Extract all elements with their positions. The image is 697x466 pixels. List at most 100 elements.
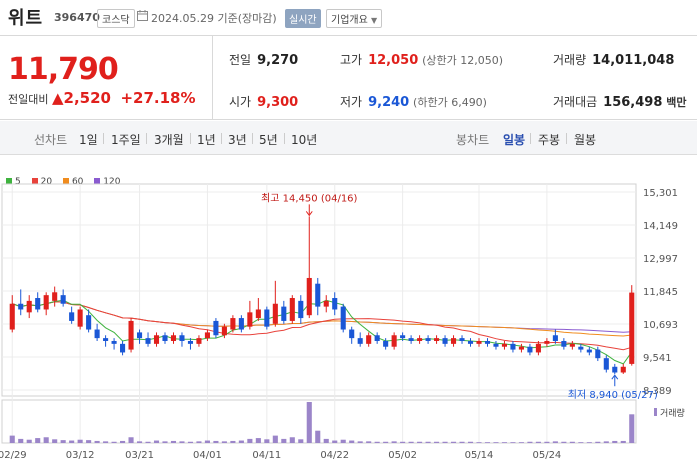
candle-body [501,343,508,347]
volume-bar [94,440,100,443]
y-tick-label: 10,693 [643,320,678,331]
stock-name: 위트 [8,8,44,29]
legend-ma5: 5 [6,177,21,187]
candle-body [374,335,380,341]
tab-1w[interactable]: 1주일 [111,133,141,147]
candle-body [366,335,372,344]
volume-bar [69,440,75,443]
high-price: 고가 12,050 (상한가 12,050) [340,53,504,68]
x-tick-label: 03/21 [125,450,154,461]
period-toolbar: 선차트 1일 1주일 3개월 1년 3년 5년 10년 봉차트 일봉 주봉 월봉 [0,121,697,155]
volume-bar [103,441,109,443]
tab-1y[interactable]: 1년 [197,133,216,147]
y-tick-label: 15,301 [643,188,678,199]
volume-bar [247,438,253,443]
candle-body [306,277,312,316]
max-arrow-head [305,211,313,217]
separator [530,133,531,144]
volume-bar [255,438,261,443]
x-tick-label: 05/24 [532,450,561,461]
volume-bar [213,440,219,443]
tab-10y[interactable]: 10년 [291,133,318,147]
tab-5y[interactable]: 5년 [259,133,278,147]
candle-body [187,340,194,344]
volume-bar [442,441,448,443]
volume-bar [170,440,177,443]
volume-bar [52,439,58,443]
candle-body [69,312,75,321]
candle-body [569,343,575,347]
change-label: 전일대비 [8,93,49,106]
volume-bar [374,441,380,443]
tab-monthly[interactable]: 월봉 [574,133,597,147]
volume-bar [60,440,66,443]
change-value: 2,520 [63,89,111,107]
volume-bar [612,440,618,443]
candle-body [26,300,32,313]
separator [566,133,567,144]
divider [212,36,213,120]
legend-ma20: 20 [31,177,52,187]
volume-bar [264,439,270,443]
candle-body [612,366,618,373]
candle-body [535,343,541,353]
volume-bar [450,441,457,443]
volume-bar [417,441,423,443]
candle-body [238,318,244,330]
volume-bar [77,439,83,443]
separator [284,133,285,144]
candle-body [332,298,338,310]
candle-body [136,332,143,339]
candle-body [340,306,346,330]
volume-bar [578,442,584,443]
candle-body [467,340,474,344]
candle-body [272,303,278,324]
volume-bar [467,441,474,443]
candle-body [145,338,151,344]
candle-body [247,312,253,327]
candle-body [620,366,626,373]
candle-body [459,338,465,341]
candle-body [510,343,516,350]
candle-body [281,306,287,321]
candle-body [595,349,601,359]
volume-bar [383,441,389,443]
corp-overview-dropdown[interactable]: 기업개요 ▼ [326,9,383,28]
x-tick-label: 04/11 [252,450,281,461]
volume-bar [425,441,431,443]
candle-body [603,358,609,370]
candle-body [204,332,210,339]
candle-body [484,340,491,344]
volume-bar [35,438,41,443]
candle-body [52,292,58,301]
volume-bar [86,440,92,443]
open-price: 시가 9,300 [229,95,299,110]
tab-1d[interactable]: 1일 [79,133,98,147]
y-tick-label: 8,389 [643,386,672,397]
candle-body [94,329,100,339]
trade-amount: 거래대금 156,498 백만 [553,95,687,110]
volume-bar [9,435,15,443]
volume-bar [484,442,491,443]
candle-body [383,340,389,347]
volume-bar [136,441,143,443]
candlestick-chart[interactable]: 15,301 14,149 12,997 11,845 10,693 9,541 8,389… [0,156,697,466]
volume-bar [340,439,346,443]
volume-bar [332,440,338,443]
price-frame [1,183,637,397]
realtime-button[interactable]: 실시간 [285,9,321,28]
volume-bar [400,441,406,443]
y-tick-label: 11,845 [643,287,678,298]
volume-bar [544,441,550,443]
tab-3y[interactable]: 3년 [228,133,247,147]
tab-3m[interactable]: 3개월 [154,133,184,147]
tab-weekly[interactable]: 주봉 [538,133,561,147]
tab-daily[interactable]: 일봉 [503,133,526,147]
y-tick-label: 9,541 [643,353,672,364]
volume-bar [620,440,626,443]
candle-body [442,338,448,344]
separator [103,133,104,144]
candle-body [323,300,329,307]
volume-bar [552,441,558,443]
current-price: 11,790 [8,52,119,87]
